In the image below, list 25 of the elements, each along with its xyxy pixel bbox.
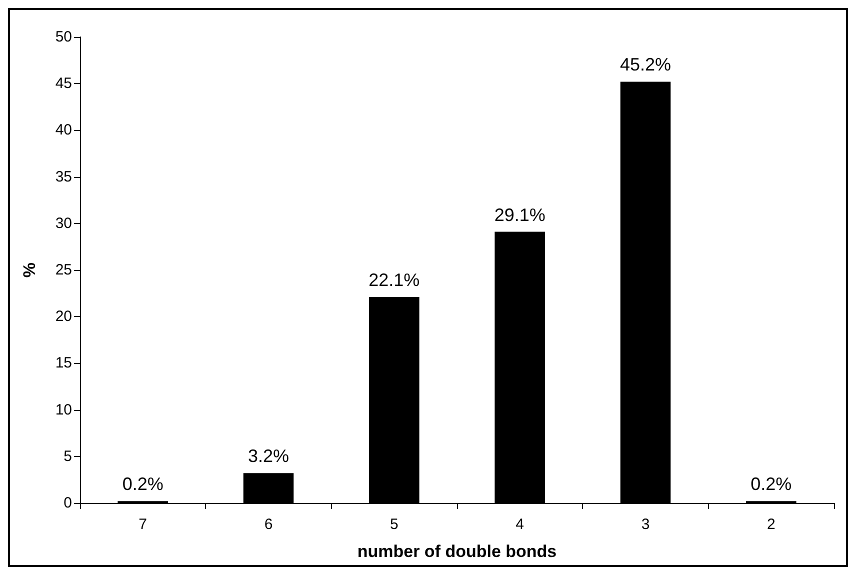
y-tick-label: 25	[55, 262, 72, 278]
x-tick-label: 3	[641, 516, 650, 533]
y-tick-label: 35	[55, 168, 72, 186]
y-tick-label: 50	[55, 28, 72, 46]
y-tick-label: 0	[64, 494, 72, 512]
data-label: 45.2%	[620, 54, 672, 75]
x-tick-label: 5	[390, 516, 398, 533]
y-tick-label: 5	[64, 448, 72, 465]
y-tick-label: 45	[55, 75, 72, 92]
data-label: 0.2%	[750, 474, 792, 494]
data-label: 29.1%	[494, 204, 546, 225]
y-axis-title: %	[20, 262, 39, 278]
y-tick-label: 40	[55, 122, 72, 139]
x-tick-label: 6	[264, 516, 273, 533]
x-tick-label: 2	[766, 516, 776, 533]
data-label: 3.2%	[248, 446, 290, 466]
y-tick-label: 15	[55, 354, 72, 372]
data-label: 0.2%	[122, 474, 164, 494]
data-label: 22.1%	[368, 270, 420, 290]
x-tick-label: 4	[516, 516, 524, 533]
y-tick-label: 30	[55, 214, 72, 232]
y-tick-label: 20	[55, 308, 72, 326]
x-tick-label: 7	[138, 516, 148, 533]
y-tick-label: 10	[55, 401, 72, 418]
x-axis-title: number of double bonds	[357, 542, 557, 561]
